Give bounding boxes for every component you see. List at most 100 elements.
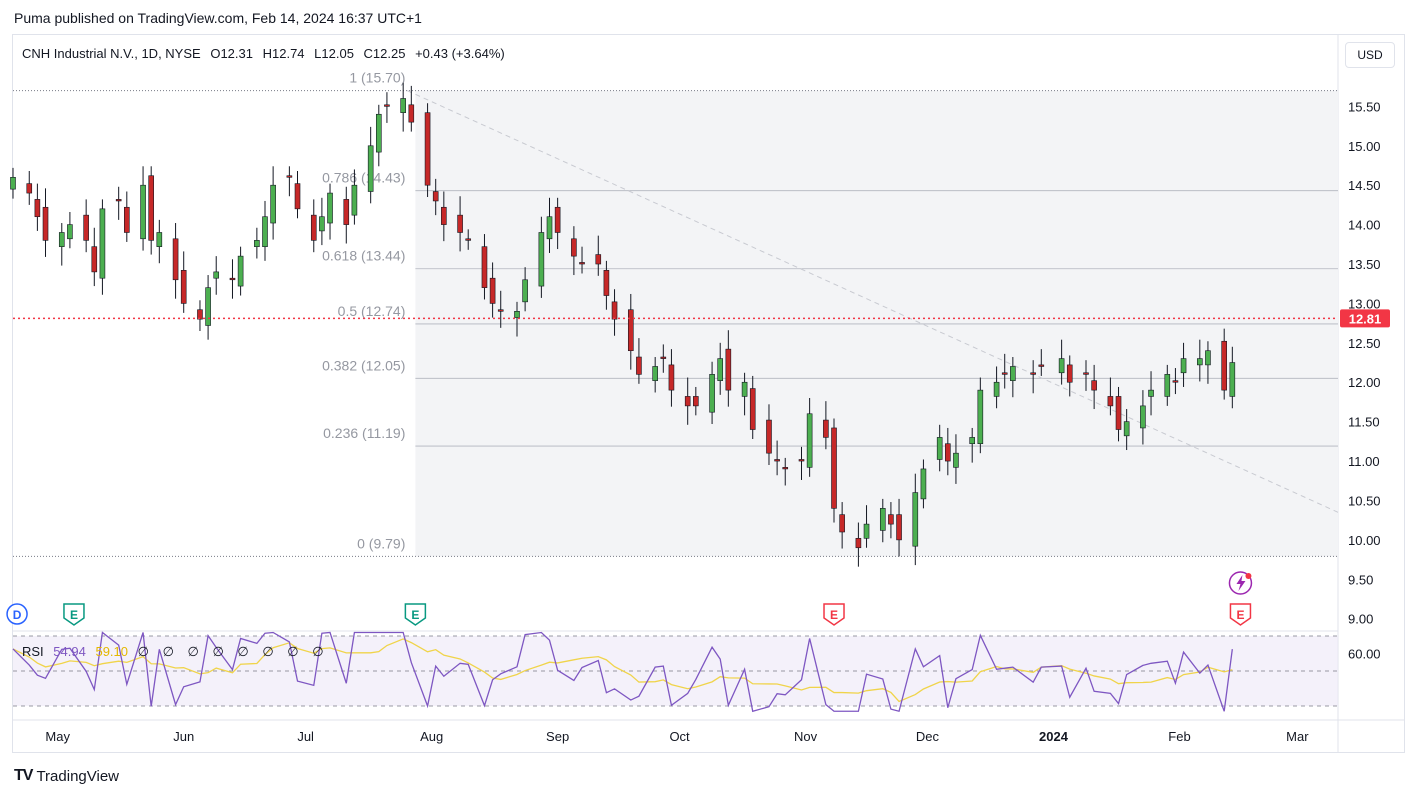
- candle-body: [42, 206, 49, 241]
- candle-body: [595, 254, 602, 265]
- high-value: H12.74: [262, 46, 305, 61]
- candle-body: [636, 356, 642, 375]
- rsi-axis-label: 60.00: [1348, 647, 1381, 662]
- rsi-legend: RSI 54.94 59.10 ∅ ∅ ∅ ∅ ∅ ∅ ∅ ∅: [22, 644, 329, 660]
- event-marker-label: E: [411, 608, 419, 622]
- candle-body: [1172, 380, 1179, 383]
- fib-level-label: 0 (9.79): [357, 535, 405, 551]
- candle-body: [660, 356, 667, 359]
- price-tick-label: 15.00: [1348, 139, 1381, 154]
- earnings-marker: [63, 603, 85, 626]
- candle-body: [936, 437, 943, 460]
- price-tick-label: 15.50: [1348, 99, 1381, 114]
- candle-body: [10, 177, 16, 190]
- event-marker-label: E: [830, 608, 838, 622]
- candle-body: [319, 216, 325, 232]
- candle-body: [83, 214, 89, 241]
- candle-body: [1205, 350, 1211, 366]
- candle-body: [774, 459, 780, 462]
- candle-body: [1115, 396, 1122, 430]
- candle-body: [205, 287, 211, 326]
- candle-body: [546, 216, 553, 240]
- candle-body: [1001, 372, 1008, 375]
- event-marker-label: E: [70, 608, 78, 622]
- candle-body: [725, 348, 732, 391]
- candle-body: [749, 388, 756, 430]
- candle-body: [26, 183, 33, 194]
- time-tick-label: Dec: [916, 729, 940, 744]
- candle-body: [741, 381, 748, 397]
- price-tick-label: 10.50: [1348, 493, 1381, 508]
- candle-body: [172, 238, 179, 281]
- candle-body: [879, 508, 886, 531]
- time-tick-label: 2024: [1039, 729, 1069, 744]
- change-value: +0.43 (+3.64%): [415, 46, 505, 61]
- candle-body: [91, 246, 98, 273]
- price-tick-label: 13.50: [1348, 257, 1381, 272]
- footer-brand-text: TradingView: [36, 767, 119, 785]
- symbol-title[interactable]: CNH Industrial N.V., 1D, NYSE: [22, 46, 201, 61]
- rsi-line: [12, 631, 1233, 713]
- price-tick-label: 12.50: [1348, 336, 1381, 351]
- candle-body: [481, 246, 488, 288]
- candle-body: [993, 381, 1000, 397]
- price-tick-label: 14.00: [1348, 218, 1381, 233]
- candle-body: [1197, 358, 1203, 366]
- candle-body: [1066, 364, 1073, 383]
- dividend-marker: [6, 603, 28, 625]
- fib-level-label: 0.618 (13.44): [322, 248, 405, 264]
- candle-body: [1010, 366, 1016, 381]
- footer-brand[interactable]: TV TradingView: [14, 767, 119, 785]
- fib-level-label: 0.236 (11.19): [323, 425, 405, 441]
- candle-body: [571, 238, 577, 257]
- candle-body: [115, 199, 122, 202]
- candle-body: [67, 224, 73, 240]
- last-price-badge-text: 12.81: [1349, 311, 1382, 326]
- candle-body: [497, 309, 504, 312]
- candle-body: [1229, 362, 1236, 397]
- candle-body: [148, 175, 154, 241]
- candle-body: [1164, 374, 1171, 397]
- candle-body: [1140, 405, 1146, 429]
- candle-body: [343, 199, 350, 225]
- candle-body: [863, 523, 870, 539]
- price-tick-label: 11.50: [1348, 415, 1380, 430]
- candle-body: [1091, 380, 1097, 391]
- candle-body: [839, 514, 845, 533]
- time-tick-label: Nov: [794, 729, 818, 744]
- candle-body: [197, 309, 203, 320]
- candle-body: [286, 175, 293, 178]
- candle-body: [831, 427, 837, 509]
- published-line: Puma published on TradingView.com, Feb 1…: [14, 10, 422, 26]
- last-price-badge: [1340, 309, 1390, 328]
- rsi-value: 54.94: [53, 644, 86, 659]
- candle-body: [140, 184, 146, 240]
- candle-body: [652, 366, 658, 381]
- candle-body: [912, 492, 919, 547]
- candle-body: [627, 309, 634, 352]
- currency-button[interactable]: USD: [1345, 42, 1395, 68]
- candle-body: [327, 192, 333, 224]
- candle-body: [400, 98, 406, 113]
- candle-body: [579, 262, 585, 265]
- candle-body: [896, 514, 902, 541]
- candle-body: [684, 396, 691, 407]
- rsi-label[interactable]: RSI: [22, 644, 44, 659]
- low-value: L12.05: [314, 46, 354, 61]
- time-tick-label: Feb: [1168, 729, 1190, 744]
- candle-body: [180, 270, 187, 304]
- earnings-marker: [1229, 603, 1252, 626]
- candle-body: [855, 537, 862, 549]
- time-tick-label: Jul: [297, 729, 314, 744]
- candle-body: [457, 214, 463, 233]
- time-tick-label: Sep: [546, 729, 569, 744]
- time-tick-label: Mar: [1286, 729, 1309, 744]
- fib-level-label: 1 (15.70): [349, 70, 405, 86]
- candle-body: [1148, 389, 1154, 397]
- candle-body: [603, 270, 610, 296]
- candle-body: [34, 199, 41, 218]
- candle-body: [375, 113, 382, 153]
- candle-body: [237, 255, 244, 287]
- earnings-marker: [404, 603, 427, 626]
